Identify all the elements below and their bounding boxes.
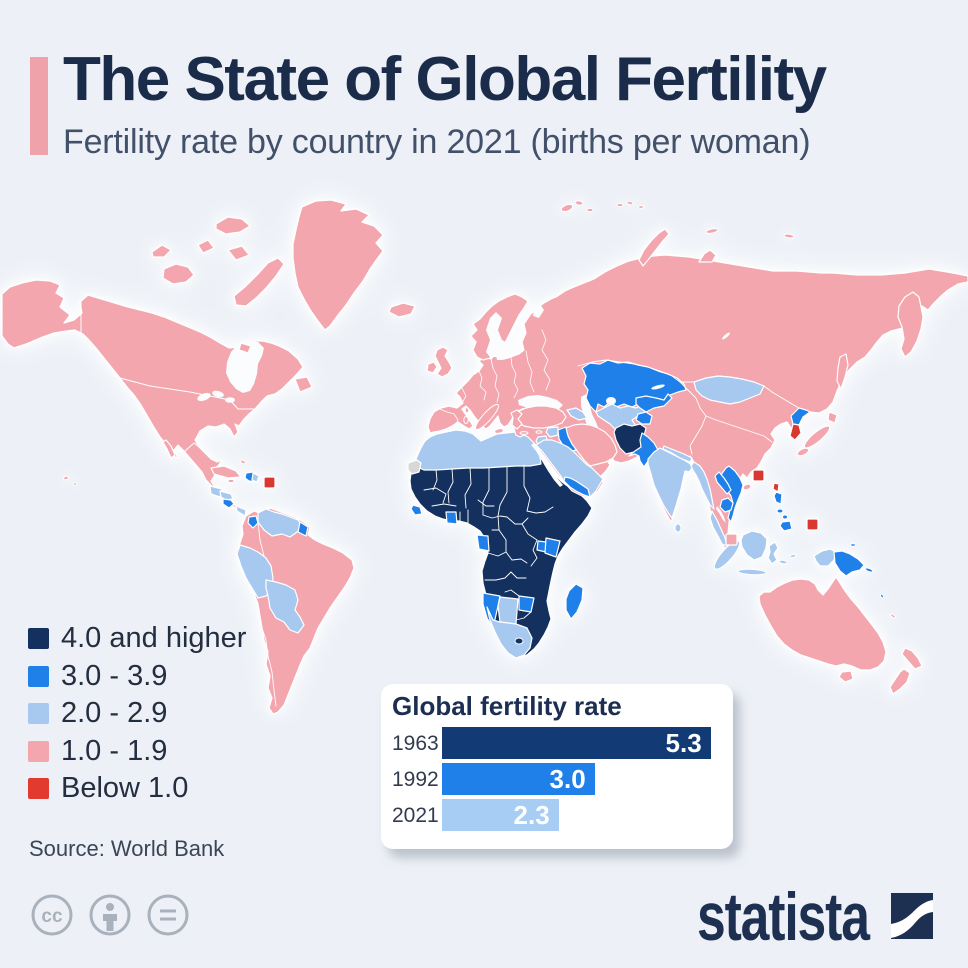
svg-text:cc: cc xyxy=(41,906,63,927)
